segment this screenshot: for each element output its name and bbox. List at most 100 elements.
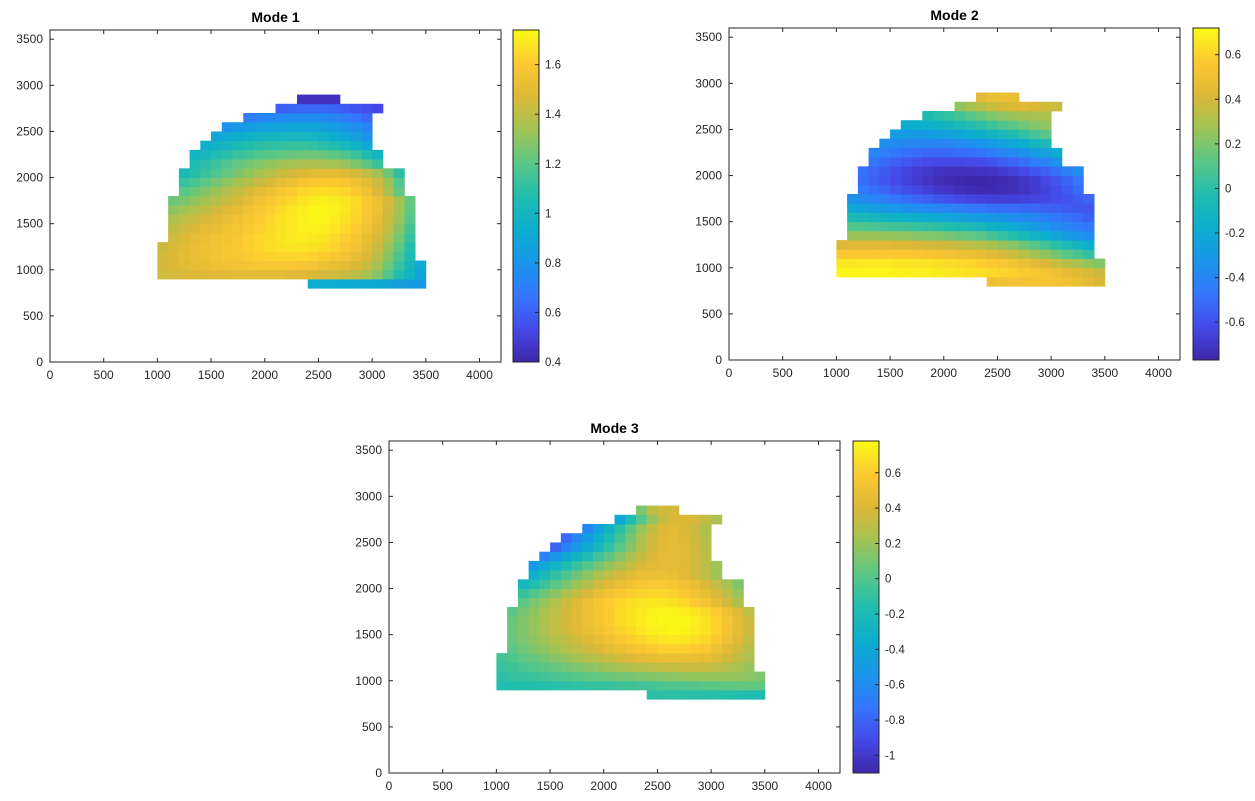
heatmap-cell (657, 662, 669, 672)
heatmap-cell (689, 533, 701, 543)
heatmap-cell (965, 221, 977, 232)
heatmap-cell (1072, 166, 1084, 176)
heatmap-cell (560, 570, 572, 580)
heatmap-cell (646, 607, 658, 617)
heatmap-cell (954, 138, 966, 149)
heatmap-cell (264, 242, 276, 252)
heatmap-cell (318, 168, 330, 178)
heatmap-cell (900, 129, 912, 140)
heatmap-cell (678, 680, 691, 691)
heatmap-cell (1018, 111, 1031, 121)
heatmap-cell (275, 113, 287, 123)
heatmap-cell (614, 662, 626, 672)
heatmap-cell (965, 157, 977, 167)
heatmap-cell (178, 269, 190, 280)
heatmap-cell (1008, 277, 1020, 287)
heatmap-cell (350, 131, 362, 142)
heatmap-cell (254, 223, 266, 234)
heatmap-cell (382, 242, 395, 252)
heatmap-cell (1072, 175, 1084, 186)
heatmap-cell (943, 129, 955, 140)
heatmap-cell (593, 671, 605, 682)
heatmap-cell (264, 205, 276, 215)
heatmap-cell (189, 269, 201, 280)
heatmap-cell (1008, 249, 1020, 259)
heatmap-cell (539, 616, 551, 626)
heatmap-cell (200, 168, 212, 178)
heatmap-cell (361, 205, 373, 215)
heatmap-cell (879, 258, 891, 269)
heatmap-cell (922, 194, 934, 204)
heatmap-cell (318, 214, 330, 225)
heatmap-cell (711, 616, 723, 626)
heatmap-cell (668, 643, 680, 654)
heatmap-cell (678, 616, 691, 626)
heatmap-cell (232, 269, 244, 280)
heatmap-cell (178, 242, 190, 252)
heatmap-cell (1008, 203, 1020, 213)
colorbar-frame (1192, 27, 1220, 361)
heatmap-cell (922, 249, 934, 259)
heatmap-cell (857, 203, 869, 213)
heatmap-cell (361, 260, 373, 271)
heatmap-cell (372, 149, 384, 160)
y-tick-label: 1000 (695, 261, 722, 275)
heatmap-cell (1008, 101, 1020, 112)
heatmap-cell (879, 147, 891, 158)
y-tick-label: 3000 (355, 489, 382, 503)
heatmap-cell (1018, 120, 1031, 130)
heatmap-cell (286, 232, 298, 243)
heatmap-cell (1061, 277, 1074, 287)
x-tick-label: 500 (433, 779, 453, 793)
heatmap-cell (668, 505, 680, 516)
heatmap-cell (254, 196, 266, 206)
heatmap-cell (582, 625, 594, 636)
heatmap-cell (657, 607, 669, 617)
heatmap-cell (700, 625, 712, 636)
heatmap-cell (560, 551, 572, 562)
heatmap-cell (1018, 147, 1031, 158)
y-tick-label: 2000 (16, 171, 43, 185)
heatmap-cell (657, 616, 669, 626)
heatmap-cell (211, 131, 223, 142)
heatmap-cell (868, 147, 880, 158)
heatmap-cell (700, 588, 712, 599)
heatmap-cell (264, 196, 276, 206)
heatmap-cell (307, 140, 319, 151)
heatmap-cell (943, 138, 955, 149)
heatmap-cell (1029, 258, 1041, 269)
heatmap-cell (593, 634, 605, 645)
heatmap-cell (393, 205, 405, 215)
panel-mode-2: Mode 2 0 500 1000 1500 2000 2500 3000 3500 40000… (695, 7, 1245, 380)
heatmap-cell (232, 159, 244, 169)
heatmap-cell (954, 194, 966, 204)
heatmap-cell (200, 149, 212, 160)
heatmap-cell (986, 157, 998, 167)
heatmap-cell (189, 242, 201, 252)
heatmap-cell (243, 214, 255, 225)
heatmap-cell (857, 258, 869, 269)
heatmap-cell (911, 212, 923, 223)
colorbar-tick-label: -0.8 (885, 715, 905, 727)
x-tick-label: 3500 (1091, 366, 1118, 380)
heatmap-cell (836, 258, 848, 269)
heatmap-cell (933, 258, 945, 269)
heatmap-cell (646, 524, 658, 534)
heatmap-cell (754, 680, 766, 691)
x-tick-label: 2500 (644, 779, 671, 793)
heatmap-cell (678, 533, 691, 543)
heatmap-cell (868, 221, 880, 232)
heatmap-cell (318, 103, 330, 114)
heatmap-cell (221, 205, 233, 215)
heatmap-cell (933, 184, 945, 195)
y-tick-label: 3500 (16, 32, 43, 46)
heatmap-cell (221, 214, 233, 225)
heatmap-cell (178, 205, 190, 215)
heatmap-cell (200, 186, 212, 197)
heatmap-cell (550, 643, 562, 654)
heatmap-cell (571, 560, 583, 571)
heatmap-cell (1029, 120, 1041, 130)
heatmap-cell (689, 588, 701, 599)
heatmap-cell (732, 671, 744, 682)
heatmap-cell (922, 175, 934, 186)
